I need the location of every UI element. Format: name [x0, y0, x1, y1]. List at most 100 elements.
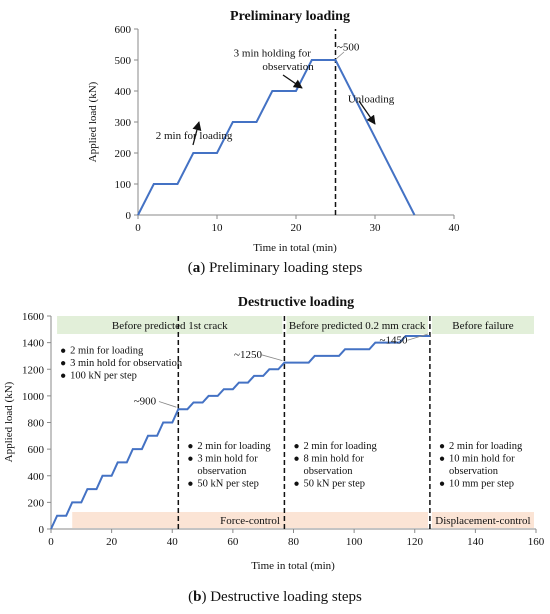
chart-a-annotations: 2 min for loading 3 min holding for observ… — [156, 42, 395, 142]
bullet-item: 100 kN per step — [70, 370, 137, 381]
chart-b-y-tick-label: 800 — [28, 418, 45, 430]
bullet-dot: ● — [294, 441, 300, 452]
chart-b-y-tick-label: 400 — [28, 471, 45, 483]
chart-b-bands: Before predicted 1st crack Before predict… — [57, 316, 534, 528]
bullet-item: 3 min hold for observation — [70, 358, 183, 369]
chart-b-y-tick-label: 600 — [28, 444, 45, 456]
chart-a-x-tick-label: 10 — [212, 222, 224, 234]
chart-a-y-tick-label: 100 — [115, 179, 132, 191]
bullet-dot: ● — [187, 479, 193, 490]
chart-b-bullets: ● 2 min for loading ● 3 min hold for observ… — [60, 345, 523, 489]
bullet-item: 2 min for loading — [70, 345, 144, 356]
bullet-dot: ● — [294, 454, 300, 465]
arrow-loading — [192, 121, 202, 146]
chart-b-stage-band-label: Before failure — [452, 320, 513, 332]
chart-a-y-tick-label: 300 — [115, 117, 132, 129]
caption-a-text: Preliminary loading steps — [205, 260, 363, 276]
chart-b-series-line — [50, 335, 430, 530]
arrow-holding — [282, 74, 303, 89]
chart-b-ylabel: Applied load (kN) — [3, 381, 15, 462]
caption-a-letter: a — [192, 260, 201, 276]
bullet-item: observation — [197, 466, 247, 477]
bullet-item: 3 min hold for — [197, 454, 258, 465]
bullet-item: 2 min for loading — [197, 441, 271, 452]
chart-b-x-tick-label: 60 — [227, 536, 239, 548]
chart-a-y-tick-label: 600 — [115, 24, 132, 36]
chart-b-annotation: ~1250 — [234, 349, 262, 361]
bullet-dot: ● — [439, 441, 445, 452]
chart-b-y-tick-label: 0 — [39, 524, 45, 536]
bullet-dot: ● — [187, 441, 193, 452]
chart-a-annotation: 3 min holding for — [234, 47, 312, 59]
bullet-dot: ● — [294, 479, 300, 490]
chart-a-y-tick-label: 500 — [115, 55, 132, 67]
chart-a-x-tick-label: 0 — [135, 222, 141, 234]
chart-a-x-tick-label: 30 — [370, 222, 382, 234]
chart-b-x-tick-label: 0 — [48, 536, 54, 548]
chart-b-stage-band — [431, 316, 534, 334]
chart-b-stage-band — [57, 316, 283, 334]
chart-preliminary-loading: Preliminary loading 0 10 20 30 4001002003004… — [87, 9, 460, 254]
chart-a-annotation: observation — [262, 61, 314, 73]
chart-b-y-tick-label: 1400 — [22, 338, 45, 350]
chart-b-annotations: ~900 ~1250 ~1450 — [134, 333, 429, 408]
chart-b-annotation-leader — [158, 401, 177, 408]
chart-b-x-tick-label: 140 — [467, 536, 484, 548]
chart-a-ylabel: Applied load (kN) — [87, 81, 99, 162]
chart-b-title: Destructive loading — [238, 295, 354, 310]
chart-b-stage-band-label: Before predicted 0.2 mm crack — [289, 320, 426, 332]
chart-b-stage-band — [286, 316, 428, 334]
chart-b-annotation-leader — [261, 354, 283, 361]
bullet-item: 50 kN per step — [304, 479, 366, 490]
bullet-dot: ● — [439, 479, 445, 490]
caption-b-letter: b — [193, 589, 202, 605]
chart-b-x-tick-label: 20 — [106, 536, 118, 548]
chart-b-control-band — [431, 512, 534, 528]
bullet-item: 2 min for loading — [304, 441, 378, 452]
bullet-dot: ● — [60, 345, 66, 356]
bullet-item: 2 min for loading — [449, 441, 523, 452]
chart-a-annotation: ~500 — [337, 42, 360, 54]
chart-b-x-tick-label: 100 — [346, 536, 363, 548]
chart-a-y-tick-label: 200 — [115, 148, 132, 160]
chart-b-y-tick-label: 1600 — [22, 311, 45, 323]
chart-a-x-tick-label: 40 — [449, 222, 461, 234]
chart-b-control-band-label: Displacement-control — [435, 515, 530, 527]
chart-b-xlabel: Time in total (min) — [251, 560, 335, 572]
chart-a-annotation: 2 min for loading — [156, 130, 233, 142]
chart-a-arrows — [192, 51, 376, 146]
chart-b-stage-band-label: Before predicted 1st crack — [112, 320, 228, 332]
chart-b-x-tick-label: 120 — [407, 536, 424, 548]
chart-a-series-line — [137, 59, 416, 216]
chart-a-annotation: Unloading — [348, 93, 395, 105]
chart-a-xlabel: Time in total (min) — [253, 242, 337, 254]
chart-b-x-tick-label: 80 — [288, 536, 300, 548]
chart-b-axes: 0 20 40 60 80 100 120 140 1600200400600800100012… — [22, 311, 545, 548]
bullet-dot: ● — [60, 370, 66, 381]
bullet-item: 50 kN per step — [197, 479, 259, 490]
bullet-dot: ● — [439, 454, 445, 465]
chart-a-y-tick-label: 0 — [126, 210, 132, 222]
chart-b-y-tick-label: 200 — [28, 497, 45, 509]
bullet-item: 10 mm per step — [449, 479, 514, 490]
chart-b-x-tick-label: 160 — [528, 536, 545, 548]
caption-a: (a) Preliminary loading steps — [187, 260, 363, 276]
chart-a-y-tick-label: 400 — [115, 86, 132, 98]
arrow-unloading — [358, 100, 376, 125]
bullet-item: observation — [304, 466, 354, 477]
caption-b: (b) Destructive loading steps — [188, 589, 362, 605]
chart-b-annotation: ~1450 — [380, 334, 408, 346]
chart-a-x-tick-label: 20 — [291, 222, 303, 234]
chart-b-annotation: ~900 — [134, 396, 157, 408]
bullet-item: 8 min hold for — [304, 454, 365, 465]
chart-b-y-tick-label: 1000 — [22, 391, 45, 403]
chart-b-annotation-leader — [407, 333, 429, 341]
bullet-item: 10 min hold for — [449, 454, 515, 465]
chart-a-title: Preliminary loading — [230, 9, 350, 24]
chart-b-control-band-label: Force-control — [220, 515, 280, 527]
bullet-dot: ● — [187, 454, 193, 465]
chart-b-x-tick-label: 40 — [167, 536, 179, 548]
bullet-item: observation — [449, 466, 499, 477]
